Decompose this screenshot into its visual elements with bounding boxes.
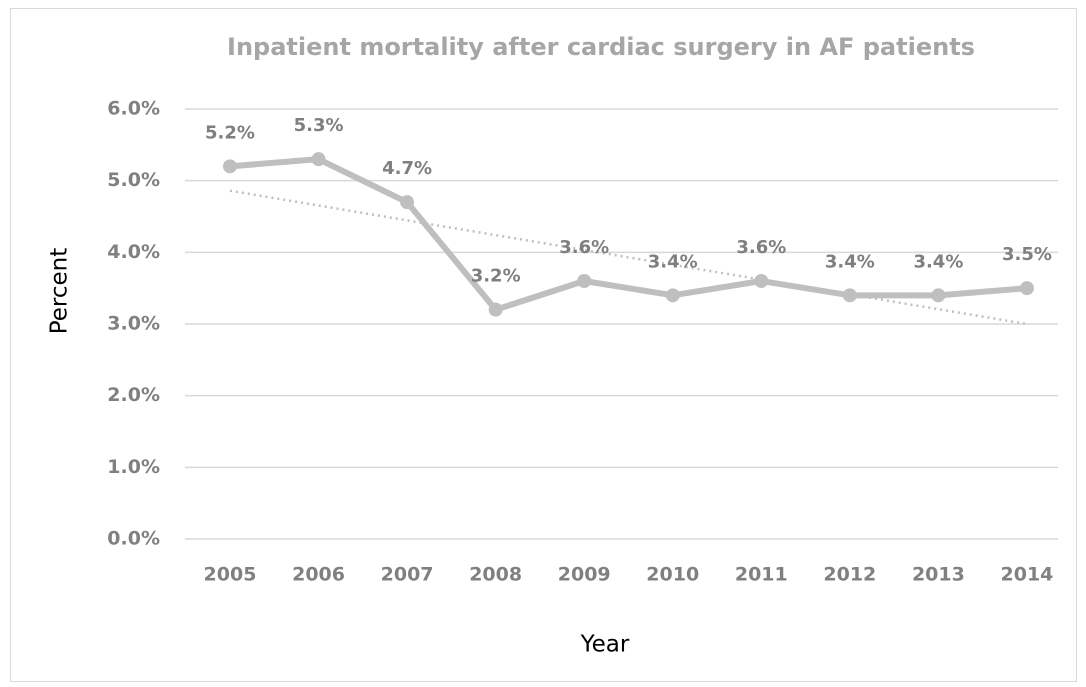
- x-tick-label: 2014: [1001, 564, 1054, 586]
- data-label: 3.6%: [559, 237, 609, 258]
- y-tick-label: 0.0%: [107, 528, 160, 550]
- y-tick-label: 4.0%: [107, 241, 160, 263]
- data-label: 4.7%: [382, 158, 432, 179]
- data-point: [931, 288, 946, 303]
- data-label: 5.3%: [294, 115, 344, 136]
- y-tick-label: 1.0%: [107, 456, 160, 478]
- data-point: [1019, 281, 1034, 296]
- x-tick-label: 2008: [469, 564, 522, 586]
- x-tick-label: 2006: [292, 564, 345, 586]
- y-tick-label: 6.0%: [107, 98, 160, 120]
- y-tick-label: 5.0%: [107, 169, 160, 191]
- chart-title: Inpatient mortality after cardiac surger…: [227, 33, 975, 61]
- x-tick-label: 2005: [204, 564, 257, 586]
- x-tick-label: 2011: [735, 564, 788, 586]
- data-label: 3.4%: [825, 251, 875, 272]
- x-tick-label: 2009: [558, 564, 611, 586]
- x-tick-label: 2007: [381, 564, 434, 586]
- data-label: 3.2%: [471, 266, 521, 287]
- data-point: [842, 288, 857, 303]
- chart-frame: [10, 8, 1077, 682]
- data-label: 5.2%: [205, 122, 255, 143]
- data-point: [311, 152, 326, 167]
- series-line: [229, 156, 1028, 313]
- x-tick-label: 2013: [912, 564, 965, 586]
- x-tick-label: 2012: [823, 564, 876, 586]
- data-label: 3.4%: [913, 251, 963, 272]
- data-point: [400, 195, 415, 210]
- y-axis-label: Percent: [47, 248, 73, 335]
- data-point: [665, 288, 680, 303]
- data-label: 3.4%: [648, 251, 698, 272]
- x-tick-label: 2010: [646, 564, 699, 586]
- trendline: [229, 189, 1028, 326]
- data-label: 3.5%: [1002, 244, 1052, 265]
- data-point: [488, 302, 503, 317]
- data-point: [223, 159, 237, 174]
- data-label: 3.6%: [736, 237, 786, 258]
- x-axis-label: Year: [580, 632, 630, 658]
- data-point: [577, 274, 592, 288]
- data-point: [754, 274, 769, 288]
- y-tick-label: 2.0%: [107, 384, 160, 406]
- y-tick-label: 3.0%: [107, 313, 160, 335]
